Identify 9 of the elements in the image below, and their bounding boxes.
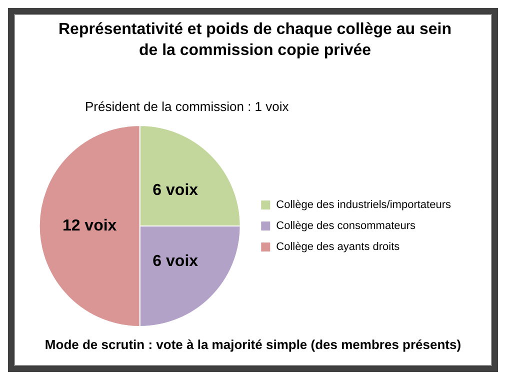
- legend-label: Collège des consommateurs: [276, 220, 416, 232]
- data-label: 6 voix: [152, 182, 198, 199]
- chart-title: Représentativité et poids de chaque collège au sein de la commission copie privée: [57, 20, 452, 61]
- text: Mode de scrutin : vote à la majorité simple (des membres présents): [44, 337, 462, 352]
- data-label: 12 voix: [62, 217, 117, 234]
- legend-label: Collège des ayants droits: [276, 241, 400, 254]
- legend-label: Collège des industriels/importateurs: [276, 199, 452, 212]
- data-label: 6 voix: [152, 252, 198, 270]
- text: Président de la commission : 1 voix: [85, 99, 289, 114]
